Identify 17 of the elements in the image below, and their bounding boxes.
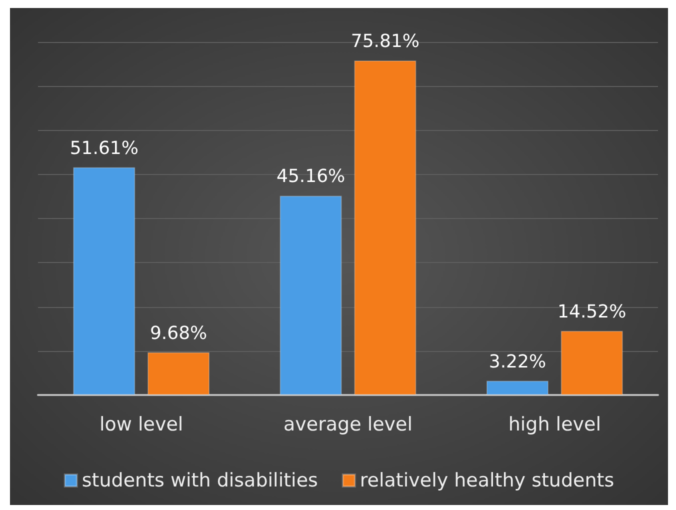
data-label: 51.61% [70, 138, 138, 159]
bar [148, 352, 210, 395]
bar [280, 196, 342, 395]
data-label: 14.52% [558, 301, 626, 322]
data-label: 75.81% [350, 30, 420, 52]
x-tick-label: low level [99, 414, 184, 436]
bar [486, 380, 548, 395]
data-label: 9.68% [150, 322, 208, 344]
data-label: 45.16% [276, 166, 346, 188]
x-tick-label: high level [508, 414, 601, 436]
legend-label: students with disabilities [82, 470, 318, 492]
bar [560, 330, 623, 395]
legend-label: relatively healthy students [360, 470, 614, 492]
x-tick-label: average level [283, 414, 413, 436]
bar [354, 60, 416, 395]
data-label: 3.22% [488, 351, 546, 372]
bar [73, 167, 136, 395]
